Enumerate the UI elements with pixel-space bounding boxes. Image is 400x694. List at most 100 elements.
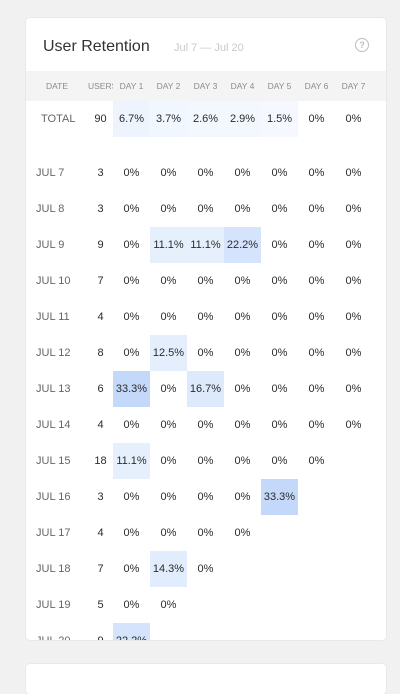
row-pad (372, 299, 386, 335)
retention-cell: 0% (234, 347, 251, 359)
retention-cell (224, 587, 261, 623)
retention-cell: 0% (160, 599, 177, 611)
row-users: 3 (97, 203, 104, 215)
retention-cell: 0% (345, 383, 362, 395)
retention-cell: 0% (345, 203, 362, 215)
column-header: DATE (26, 71, 88, 101)
row-users: 7 (97, 563, 104, 575)
row-date: JUL 17 (36, 527, 71, 539)
retention-cell: 0% (123, 311, 140, 323)
retention-cell: 0% (197, 347, 214, 359)
card-title: User Retention (43, 38, 150, 55)
retention-cell: 0% (234, 455, 251, 467)
row-date: JUL 20 (26, 623, 88, 640)
row-pad (372, 227, 386, 263)
total-retention-cell: 0% (345, 113, 362, 125)
row-pad (372, 191, 386, 227)
question-circle-icon[interactable]: ? (355, 38, 369, 52)
retention-cell (298, 587, 335, 623)
total-retention-cell: 2.6% (187, 101, 224, 137)
retention-cell: 0% (345, 167, 362, 179)
retention-cell: 0% (308, 203, 325, 215)
retention-cell: 0% (308, 383, 325, 395)
row-users: 9 (97, 239, 104, 251)
retention-cell (261, 623, 298, 640)
date-range[interactable]: Jul 7 — Jul 20 (174, 42, 244, 54)
row-date: JUL 16 (36, 491, 71, 503)
retention-cell: 12.5% (150, 335, 187, 371)
retention-cell: 0% (308, 167, 325, 179)
retention-cell (261, 515, 298, 551)
retention-cell: 0% (345, 311, 362, 323)
retention-cell: 0% (123, 275, 140, 287)
retention-cell: 0% (197, 275, 214, 287)
retention-cell: 0% (197, 419, 214, 431)
retention-card: User Retention Jul 7 — Jul 20 ? DATE USER… (26, 18, 386, 640)
retention-cell (298, 551, 335, 587)
column-header: DAY 4 (224, 71, 261, 101)
retention-cell: 11.1% (187, 227, 224, 263)
row-users: 6 (97, 383, 104, 395)
row-pad (372, 623, 386, 640)
row-users: 8 (97, 347, 104, 359)
retention-cell: 0% (197, 167, 214, 179)
retention-cell (187, 587, 224, 623)
retention-cell: 0% (234, 311, 251, 323)
retention-cell: 0% (345, 239, 362, 251)
row-date: JUL 9 (36, 239, 65, 251)
row-date: JUL 11 (36, 311, 70, 323)
row-users: 5 (97, 599, 104, 611)
row-users: 9 (88, 623, 113, 640)
retention-cell: 0% (123, 563, 140, 575)
retention-cell: 0% (308, 239, 325, 251)
row-pad (372, 515, 386, 551)
column-header-pad (372, 71, 386, 101)
column-header: DAY 1 (113, 71, 150, 101)
row-users: 3 (97, 167, 104, 179)
retention-cell (261, 551, 298, 587)
retention-cell: 0% (123, 239, 140, 251)
row-pad (372, 335, 386, 371)
retention-cell (298, 623, 335, 640)
total-users: 90 (94, 113, 107, 125)
retention-cell: 0% (197, 563, 214, 575)
retention-cell: 0% (271, 419, 288, 431)
retention-cell (261, 587, 298, 623)
retention-cell (335, 479, 372, 515)
retention-cell: 0% (271, 275, 288, 287)
row-pad (372, 443, 386, 479)
retention-cell: 0% (160, 383, 177, 395)
column-header: DAY 7 (335, 71, 372, 101)
row-users: 4 (97, 311, 104, 323)
retention-cell: 0% (234, 491, 251, 503)
retention-cell: 11.1% (150, 227, 187, 263)
row-pad (372, 407, 386, 443)
retention-cell: 0% (345, 419, 362, 431)
retention-cell: 0% (197, 311, 214, 323)
row-pad (372, 263, 386, 299)
retention-cell (335, 443, 372, 479)
retention-cell: 0% (234, 203, 251, 215)
retention-cell (335, 623, 372, 640)
retention-cell: 0% (345, 275, 362, 287)
card-header: User Retention Jul 7 — Jul 20 ? (26, 18, 386, 71)
retention-cell: 0% (271, 311, 288, 323)
retention-cell (335, 551, 372, 587)
retention-cell: 14.3% (150, 551, 187, 587)
retention-cell (150, 623, 187, 640)
row-pad (372, 155, 386, 191)
retention-cell: 0% (160, 275, 177, 287)
retention-cell: 0% (160, 311, 177, 323)
retention-cell: 0% (234, 527, 251, 539)
retention-cell: 0% (123, 347, 140, 359)
row-date: JUL 13 (36, 383, 71, 395)
row-users: 4 (97, 419, 104, 431)
row-pad (372, 101, 386, 137)
retention-cell (298, 515, 335, 551)
retention-cell: 0% (160, 203, 177, 215)
column-header: DAY 5 (261, 71, 298, 101)
column-header: DAY 6 (298, 71, 335, 101)
retention-cell: 0% (160, 491, 177, 503)
retention-cell: 0% (197, 203, 214, 215)
